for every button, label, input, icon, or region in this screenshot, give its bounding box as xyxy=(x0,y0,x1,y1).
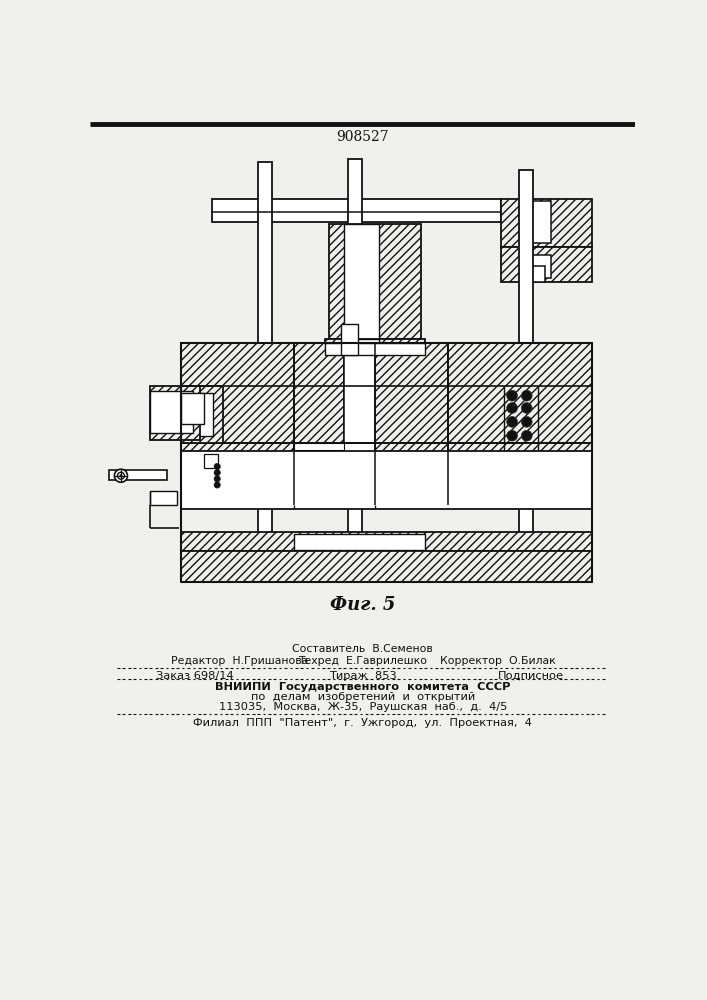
Bar xyxy=(348,551,365,567)
Circle shape xyxy=(214,470,221,476)
Bar xyxy=(294,443,344,450)
Bar xyxy=(520,201,551,243)
Bar xyxy=(181,443,592,505)
Bar xyxy=(344,224,379,339)
Circle shape xyxy=(507,430,518,441)
Bar xyxy=(181,451,592,509)
Circle shape xyxy=(507,390,518,401)
Text: Корректор  О.Билак: Корректор О.Билак xyxy=(440,656,556,666)
Bar xyxy=(519,170,533,547)
Circle shape xyxy=(521,390,532,401)
Bar xyxy=(526,266,545,282)
Circle shape xyxy=(214,482,221,488)
Bar xyxy=(110,470,167,480)
Circle shape xyxy=(507,416,518,427)
Circle shape xyxy=(214,476,221,482)
Bar xyxy=(344,339,379,359)
Bar xyxy=(346,343,356,366)
Bar xyxy=(520,255,551,278)
Bar xyxy=(448,343,592,443)
Bar xyxy=(375,443,448,501)
Text: 908527: 908527 xyxy=(337,130,389,144)
Bar xyxy=(344,443,378,501)
Circle shape xyxy=(117,472,124,479)
Bar xyxy=(181,386,223,443)
Text: Техред  Е.Гаврилешко: Техред Е.Гаврилешко xyxy=(298,656,427,666)
Bar xyxy=(181,343,294,443)
Text: Составитель  В.Семенов: Составитель В.Семенов xyxy=(293,644,433,654)
Text: Подписное: Подписное xyxy=(498,671,563,681)
Text: 113035,  Москва,  Ж-35,  Раушская  наб.,  д.  4/5: 113035, Москва, Ж-35, Раушская наб., д. … xyxy=(218,702,507,712)
Circle shape xyxy=(521,430,532,441)
Circle shape xyxy=(214,463,221,470)
Bar xyxy=(325,343,425,355)
Bar xyxy=(448,443,592,505)
Bar xyxy=(181,532,592,551)
Bar xyxy=(294,534,425,550)
Circle shape xyxy=(521,403,532,413)
Text: Фиг. 5: Фиг. 5 xyxy=(330,596,395,614)
Text: ВНИИПИ  Государственного  комитета  СССР: ВНИИПИ Государственного комитета СССР xyxy=(215,682,510,692)
Circle shape xyxy=(115,469,127,482)
Bar xyxy=(344,343,378,443)
Bar xyxy=(181,393,204,424)
Bar xyxy=(212,199,501,222)
Circle shape xyxy=(521,416,532,427)
Bar xyxy=(294,443,344,501)
Bar xyxy=(258,162,272,547)
Bar xyxy=(150,391,192,433)
Bar xyxy=(341,324,358,355)
Bar xyxy=(375,343,448,443)
Bar xyxy=(501,247,592,282)
Text: Заказ 698/14: Заказ 698/14 xyxy=(156,671,233,681)
Bar xyxy=(181,443,294,505)
Text: по  делам  изобретений  и  открытий: по делам изобретений и открытий xyxy=(250,692,475,702)
Bar xyxy=(181,343,592,443)
Circle shape xyxy=(507,403,518,413)
Bar xyxy=(181,393,214,436)
Text: Филиал  ППП  "Патент",  г.  Ужгород,  ул.  Проектная,  4: Филиал ППП "Патент", г. Ужгород, ул. Про… xyxy=(193,718,532,728)
Bar xyxy=(344,363,378,386)
Bar xyxy=(150,386,200,440)
Bar xyxy=(501,199,592,247)
Bar xyxy=(150,491,177,505)
Bar xyxy=(181,551,592,582)
Bar xyxy=(204,454,218,468)
Bar xyxy=(325,339,425,359)
Bar xyxy=(348,158,362,582)
Text: Редактор  Н.Гришанова: Редактор Н.Гришанова xyxy=(171,656,308,666)
Bar xyxy=(329,224,421,339)
Circle shape xyxy=(119,475,122,477)
Bar xyxy=(294,343,344,443)
Bar xyxy=(325,363,425,386)
Text: Тираж  853: Тираж 853 xyxy=(329,671,397,681)
